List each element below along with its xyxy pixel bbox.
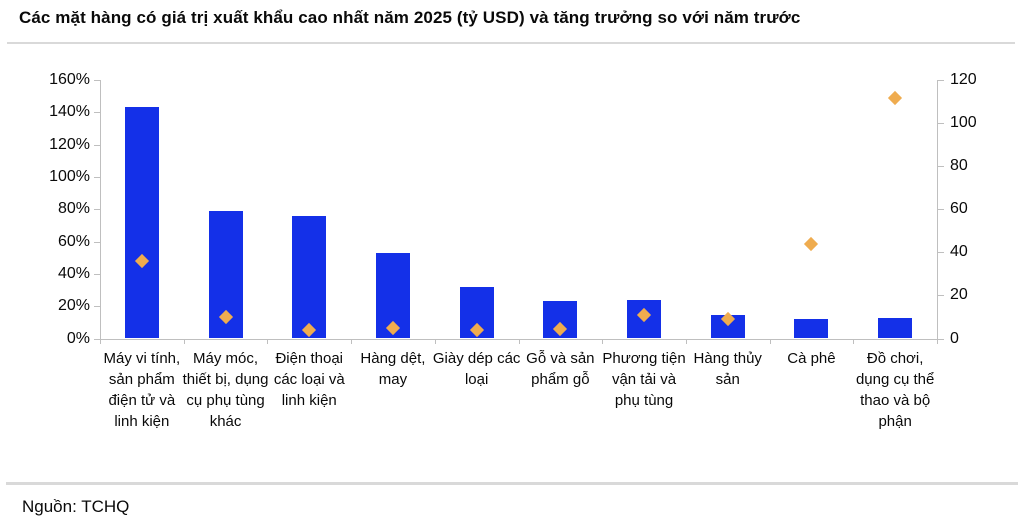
footer-divider xyxy=(6,482,1018,485)
y-axis-right-label: 60 xyxy=(950,200,968,218)
y-axis-right-tick xyxy=(938,166,944,168)
x-axis-tick xyxy=(685,338,687,344)
category-label: Máy móc, thiết bị, dụng cụ phụ tùng khác xyxy=(182,349,269,430)
y-axis-left-label: 80% xyxy=(57,200,90,218)
category-label: Hàng thủy sản xyxy=(693,349,762,388)
y-axis-right-label: 120 xyxy=(950,71,977,88)
category-label: Hàng dệt, may xyxy=(360,349,426,388)
y-axis-left-label: 0% xyxy=(66,329,90,347)
x-axis-tick xyxy=(937,338,938,344)
y-axis-left-tick xyxy=(94,80,100,81)
y-axis-left-tick xyxy=(94,338,100,340)
y-axis-left-tick xyxy=(94,209,100,211)
y-axis-right-label: 20 xyxy=(950,286,968,304)
export-value-bar xyxy=(878,318,913,339)
y-axis-right-line xyxy=(937,80,938,339)
x-axis-tick xyxy=(434,338,436,344)
x-axis-tick xyxy=(602,338,604,344)
y-axis-left-tick xyxy=(94,241,100,243)
export-value-bar xyxy=(292,215,327,339)
category-label: Đồ chơi, dụng cụ thể thao và bộ phận xyxy=(855,349,935,430)
y-axis-left-label: 140% xyxy=(49,103,90,121)
x-axis-tick xyxy=(267,338,269,344)
y-axis-right-tick xyxy=(938,252,944,254)
y-axis-right-label: 40 xyxy=(950,243,968,261)
x-axis-tick xyxy=(769,338,771,344)
y-axis-right-label: 100 xyxy=(950,114,977,132)
y-axis-left-line xyxy=(100,80,101,339)
x-axis-tick xyxy=(351,338,353,344)
category-label: Cà phê xyxy=(787,349,836,367)
y-axis-left-label: 20% xyxy=(57,297,90,315)
export-value-bar xyxy=(710,314,745,339)
source-note: Nguồn: TCHQ xyxy=(22,497,130,516)
growth-marker-diamond xyxy=(804,236,819,252)
x-axis-tick xyxy=(183,338,185,344)
y-axis-right-tick xyxy=(938,123,944,125)
export-value-bar xyxy=(124,106,159,339)
y-axis-right-tick xyxy=(938,338,944,340)
y-axis-left-tick xyxy=(94,176,100,178)
category-label: Gỗ và sản phẩm gỗ xyxy=(526,349,595,388)
y-axis-left-label: 120% xyxy=(49,135,90,153)
y-axis-left-label: 60% xyxy=(57,232,90,250)
y-axis-left-tick xyxy=(94,273,100,275)
y-axis-left-label: 160% xyxy=(49,71,90,88)
y-axis-right-label: 80 xyxy=(950,157,968,175)
y-axis-right-tick xyxy=(938,80,944,81)
x-axis-tick xyxy=(518,338,520,344)
y-axis-left-tick xyxy=(94,112,100,114)
export-value-bar xyxy=(794,319,829,339)
y-axis-left-label: 100% xyxy=(49,167,90,185)
y-axis-right-tick xyxy=(938,295,944,297)
chart-title: Các mặt hàng có giá trị xuất khẩu cao nh… xyxy=(19,8,801,27)
y-axis-right-label: 0 xyxy=(950,329,959,347)
growth-marker-diamond xyxy=(888,90,903,105)
y-axis-left-tick xyxy=(94,144,100,146)
category-label: Điện thoại các loại và linh kiện xyxy=(273,349,345,409)
y-axis-left-label: 40% xyxy=(57,264,90,282)
y-axis-right-tick xyxy=(938,209,944,211)
category-label: Máy vi tính, sản phẩm điện tử và linh ki… xyxy=(103,349,181,430)
category-label: Phương tiện vận tải và phụ tùng xyxy=(602,349,686,409)
x-axis-tick xyxy=(100,338,101,344)
category-label: Giày dép các loại xyxy=(432,349,521,388)
x-axis-tick xyxy=(853,338,855,344)
y-axis-left-tick xyxy=(94,306,100,308)
title-divider xyxy=(7,42,1015,44)
